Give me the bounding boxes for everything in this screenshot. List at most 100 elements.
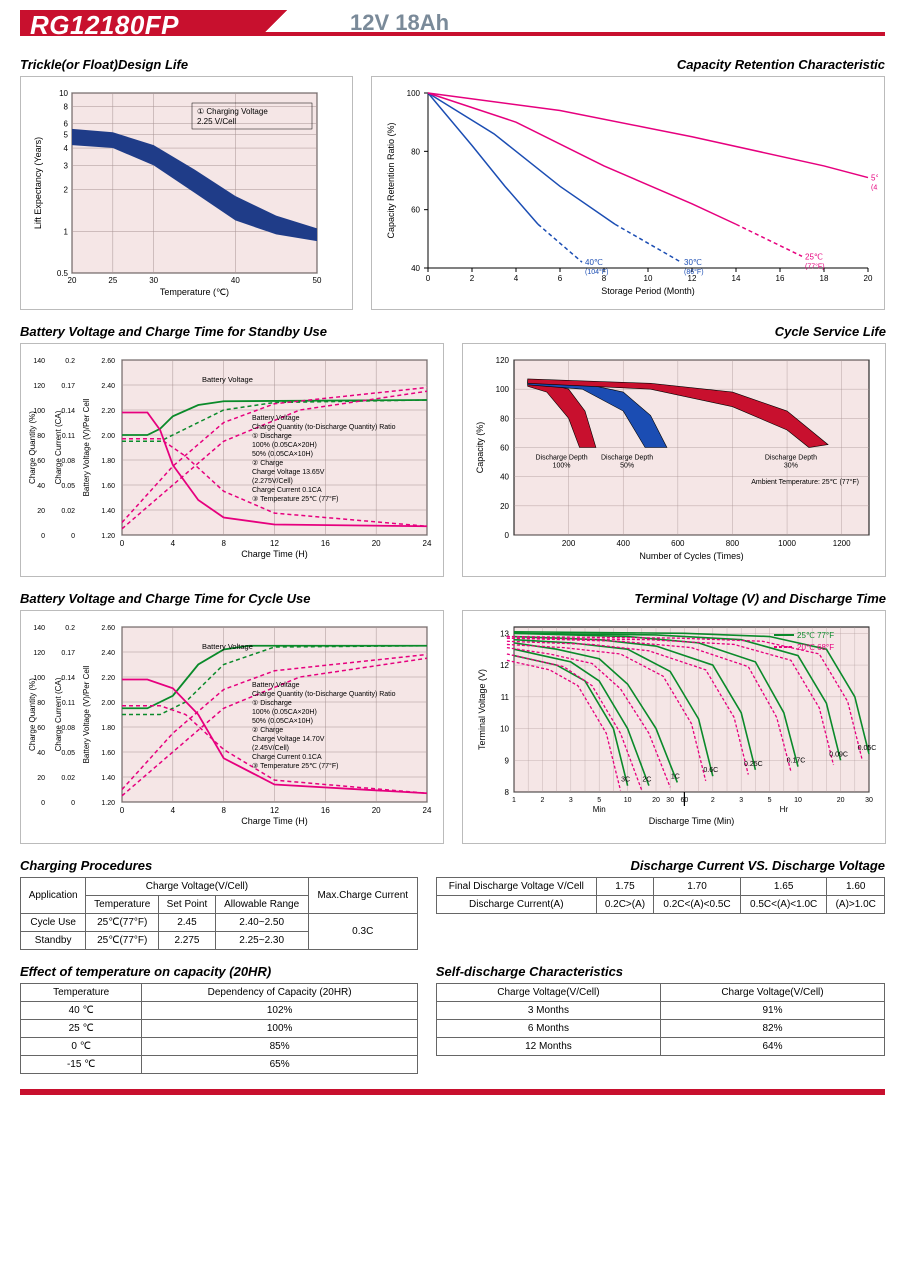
svg-text:Charge Quantity (%): Charge Quantity (%) (28, 411, 37, 484)
footer-stripe (20, 1089, 885, 1095)
td: 0.2C>(A) (596, 896, 654, 914)
svg-text:50% (0.05CA×10H): 50% (0.05CA×10H) (252, 451, 313, 458)
td: Standby (21, 932, 86, 950)
svg-text:20: 20 (372, 806, 381, 815)
svg-text:0.14: 0.14 (61, 408, 75, 415)
svg-text:100: 100 (496, 385, 510, 394)
svg-text:120: 120 (33, 383, 45, 390)
svg-text:1.20: 1.20 (101, 533, 115, 540)
svg-text:120: 120 (33, 650, 45, 657)
svg-text:8: 8 (221, 806, 226, 815)
chart-title-retention: Capacity Retention Characteristic (371, 57, 885, 72)
svg-text:20: 20 (37, 508, 45, 515)
svg-text:140: 140 (33, 358, 45, 365)
td: 65% (142, 1056, 418, 1074)
svg-text:Discharge Time (Min): Discharge Time (Min) (649, 816, 735, 826)
td: 25℃(77°F) (86, 914, 159, 932)
td: Final Discharge Voltage V/Cell (436, 878, 596, 896)
svg-text:Min: Min (593, 805, 606, 814)
svg-text:5: 5 (597, 797, 601, 804)
chart-title-cyclelife: Cycle Service Life (462, 324, 886, 339)
table-title-discharge: Discharge Current VS. Discharge Voltage (436, 858, 885, 873)
td: 1.75 (596, 878, 654, 896)
svg-text:9: 9 (505, 756, 510, 765)
td: -15 ℃ (21, 1056, 142, 1074)
svg-text:3: 3 (64, 161, 69, 170)
svg-text:1.80: 1.80 (101, 725, 115, 732)
th-temperature: Temperature (86, 896, 159, 914)
svg-text:0: 0 (71, 800, 75, 807)
table-charging-procedures: Application Charge Voltage(V/Cell) Max.C… (20, 877, 418, 950)
svg-text:30℃: 30℃ (684, 258, 702, 267)
svg-text:Battery Voltage: Battery Voltage (202, 642, 253, 651)
svg-text:0.08: 0.08 (61, 458, 75, 465)
td: 12 Months (436, 1038, 660, 1056)
svg-text:12: 12 (500, 661, 509, 670)
svg-text:6: 6 (64, 120, 69, 129)
svg-text:2: 2 (64, 186, 69, 195)
svg-text:8: 8 (221, 539, 226, 548)
svg-text:12: 12 (270, 806, 279, 815)
svg-text:200: 200 (562, 539, 576, 548)
td: Cycle Use (21, 914, 86, 932)
td: 102% (142, 1002, 418, 1020)
th-application: Application (21, 878, 86, 914)
svg-text:6: 6 (558, 274, 563, 283)
svg-text:Discharge Depth: Discharge Depth (765, 455, 817, 462)
svg-text:0: 0 (120, 806, 125, 815)
voltage-capacity: 12V 18Ah (350, 10, 449, 36)
svg-text:0.17: 0.17 (61, 650, 75, 657)
svg-text:60: 60 (37, 458, 45, 465)
td: 1.60 (827, 878, 885, 896)
svg-text:1: 1 (512, 797, 516, 804)
svg-text:Charge Time (H): Charge Time (H) (241, 816, 308, 826)
svg-text:② Charge: ② Charge (252, 459, 283, 467)
svg-text:11: 11 (501, 693, 510, 702)
svg-text:20: 20 (372, 539, 381, 548)
svg-text:3: 3 (569, 797, 573, 804)
svg-text:(2.275V/Cell): (2.275V/Cell) (252, 478, 293, 485)
svg-text:100%: 100% (553, 463, 571, 470)
svg-text:Capacity Retention Ratio (%): Capacity Retention Ratio (%) (386, 122, 396, 238)
table-self-discharge: Charge Voltage(V/Cell) Charge Voltage(V/… (436, 983, 885, 1056)
td: 6 Months (436, 1020, 660, 1038)
svg-text:Charge Quantity (to-Discharge: Charge Quantity (to-Discharge Quantity) … (252, 691, 396, 698)
svg-text:0.02: 0.02 (61, 775, 75, 782)
th-charge-voltage: Charge Voltage(V/Cell) (86, 878, 308, 896)
svg-text:2.60: 2.60 (101, 625, 115, 632)
svg-text:4: 4 (64, 144, 69, 153)
td: 25 ℃ (21, 1020, 142, 1038)
th: Charge Voltage(V/Cell) (660, 984, 884, 1002)
svg-text:20: 20 (500, 502, 509, 511)
th-setpoint: Set Point (159, 896, 216, 914)
svg-text:50% (0.05CA×10H): 50% (0.05CA×10H) (252, 718, 313, 725)
svg-text:20: 20 (837, 797, 845, 804)
svg-text:0.6C: 0.6C (703, 767, 718, 774)
svg-text:0.11: 0.11 (62, 700, 75, 707)
th: Temperature (21, 984, 142, 1002)
svg-text:0: 0 (426, 274, 431, 283)
svg-text:40: 40 (37, 483, 45, 490)
svg-text:② Charge: ② Charge (252, 726, 283, 734)
svg-text:24: 24 (423, 806, 432, 815)
svg-text:Battery Voltage: Battery Voltage (252, 682, 300, 689)
datasheet-page: RG12180FP 12V 18Ah Trickle(or Float)Desi… (0, 0, 905, 1105)
svg-text:1.40: 1.40 (101, 775, 115, 782)
svg-text:0: 0 (71, 533, 75, 540)
svg-text:50%: 50% (620, 463, 634, 470)
svg-text:2.25 V/Cell: 2.25 V/Cell (197, 117, 236, 126)
td: 2.25~2.30 (215, 932, 308, 950)
svg-text:0.05: 0.05 (61, 483, 75, 490)
table-title-selfdischarge: Self-discharge Characteristics (436, 964, 885, 979)
svg-text:25℃ 77°F: 25℃ 77°F (797, 631, 834, 640)
td: 2.40~2.50 (215, 914, 308, 932)
chart-terminal-voltage: 8910111213123510203060235102030MinHr3C2C… (462, 610, 886, 844)
svg-text:10: 10 (624, 797, 632, 804)
svg-text:40: 40 (37, 750, 45, 757)
svg-text:Charge Current 0.1CA: Charge Current 0.1CA (252, 754, 322, 761)
svg-text:30: 30 (865, 797, 873, 804)
td: 82% (660, 1020, 884, 1038)
svg-text:Charge Current (CA): Charge Current (CA) (54, 410, 63, 484)
svg-text:0: 0 (41, 533, 45, 540)
chart-trickle-life: 20253040500.5123456810Temperature (℃)Lif… (20, 76, 353, 310)
